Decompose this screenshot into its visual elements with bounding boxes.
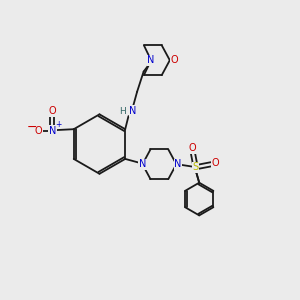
Text: N: N <box>49 126 56 136</box>
Text: N: N <box>129 106 137 116</box>
Text: O: O <box>49 106 56 116</box>
Text: S: S <box>193 162 199 172</box>
Text: O: O <box>189 143 196 153</box>
Text: O: O <box>212 158 219 168</box>
Text: H: H <box>119 106 126 116</box>
Text: O: O <box>170 55 178 65</box>
Text: N: N <box>139 159 146 169</box>
Text: −: − <box>26 121 37 134</box>
Text: O: O <box>35 126 43 136</box>
Text: N: N <box>174 159 182 169</box>
Text: N: N <box>147 55 155 65</box>
Text: +: + <box>56 120 62 129</box>
